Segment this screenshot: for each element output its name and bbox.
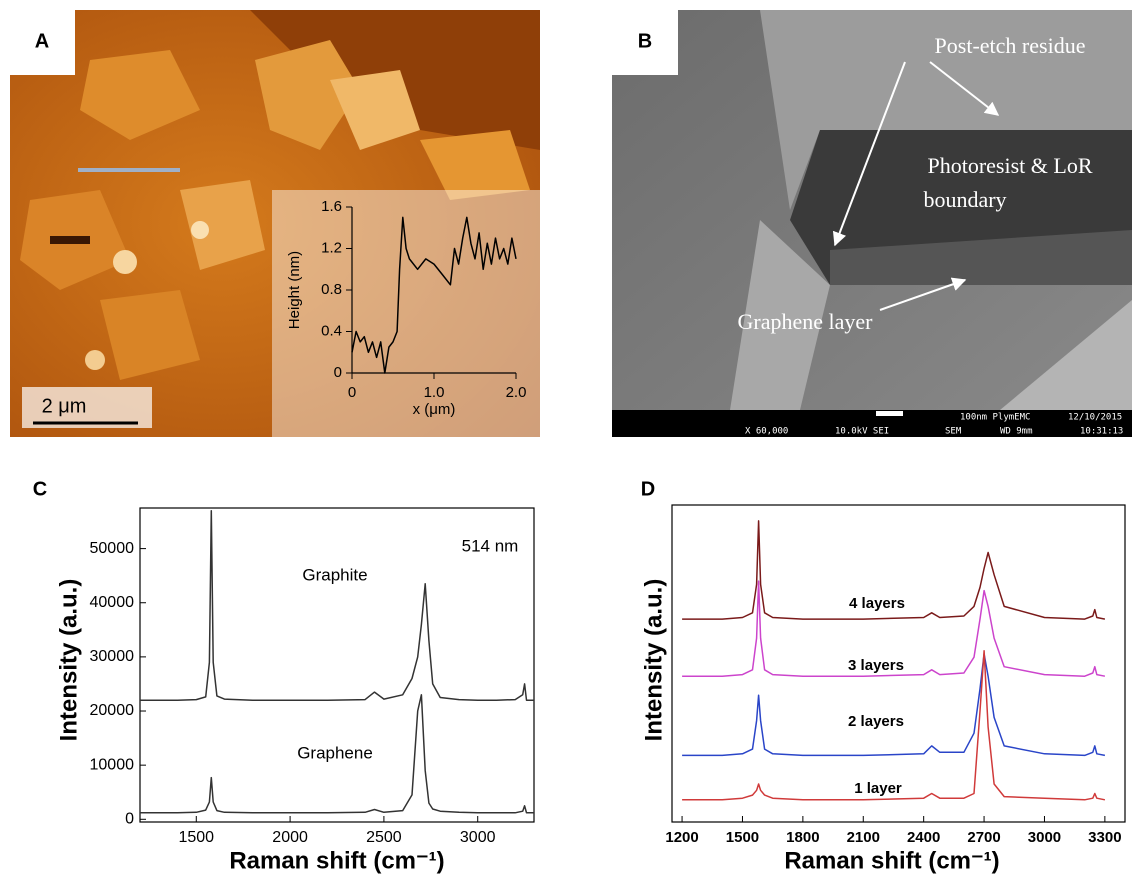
x-tick-label: 2500: [366, 829, 402, 846]
x-tick-label: 0: [348, 384, 356, 401]
arrow: [879, 277, 967, 311]
series-label: Graphite: [302, 565, 367, 584]
afm-flake: [255, 40, 360, 150]
x-tick-label: 1500: [726, 829, 759, 846]
afm-flake: [180, 180, 265, 270]
panel-label-box: [10, 10, 75, 75]
series-line: [682, 653, 1106, 757]
y-tick-label: 50000: [90, 540, 135, 557]
afm-particle: [85, 350, 105, 370]
annotation: Photoresist & LoR: [927, 153, 1092, 178]
y-tick-label: 0: [334, 364, 342, 381]
series-label: 4 layers: [849, 595, 905, 612]
sem-scale-bar: [876, 411, 903, 416]
y-tick-label: 30000: [90, 648, 135, 665]
plot-frame: [139, 507, 535, 823]
sem-sidewall: [730, 220, 830, 410]
y-tick-label: 0.4: [321, 322, 342, 339]
x-tick-label: 2000: [272, 829, 308, 846]
y-tick-label: 10000: [90, 756, 135, 773]
info-text: SEM: [945, 427, 962, 437]
annotation: Graphene layer: [738, 309, 874, 334]
afm-defect: [50, 236, 90, 244]
y-tick-label: 1.6: [321, 198, 342, 215]
sem-feature: [1000, 300, 1132, 410]
series-line: [682, 520, 1106, 620]
info-text: 10.0kV SEI: [835, 427, 889, 437]
x-tick-label: 2.0: [506, 384, 527, 401]
x-tick-label: 3300: [1088, 829, 1121, 846]
y-axis-title: Intensity (a.u.): [640, 579, 667, 742]
x-tick-label: 2400: [907, 829, 940, 846]
info-text: X 60,000: [745, 427, 788, 437]
series-line: [351, 216, 517, 374]
x-axis-title: Raman shift (cm⁻¹): [784, 847, 999, 874]
series-line: [682, 580, 1106, 677]
y-tick-label: 0.8: [321, 281, 342, 298]
series-line: [682, 650, 1106, 801]
y-axis-title: Intensity (a.u.): [55, 579, 82, 742]
x-tick-label: 3000: [1028, 829, 1061, 846]
panel-label: D: [641, 478, 655, 500]
panel-label-box: [612, 10, 678, 75]
plot-frame: [671, 504, 1126, 823]
x-tick-label: 3000: [460, 829, 496, 846]
sem-image: Post-etch residue Photoresist & LoR boun…: [612, 10, 1132, 437]
afm-image: 2 μm A: [10, 10, 540, 437]
y-axis-title: Height (nm): [286, 251, 303, 329]
series-label: 1 layer: [854, 780, 902, 797]
scale-bar-box: [22, 387, 152, 428]
info-bar: [612, 410, 1132, 437]
x-tick-label: 1800: [786, 829, 819, 846]
afm-particle: [191, 221, 209, 239]
arrow: [929, 61, 1000, 116]
x-tick-label: 1.0: [424, 384, 445, 401]
info-text: WD 9mm: [1000, 427, 1033, 437]
series-label: Graphene: [297, 743, 373, 762]
y-tick-label: 1.2: [321, 239, 342, 256]
series-line: [140, 509, 534, 701]
sem-granular-layer: [830, 230, 1132, 285]
scale-bar-label: 2 μm: [42, 395, 87, 417]
afm-flake: [420, 130, 530, 200]
x-tick-label: 2700: [967, 829, 1000, 846]
x-axis-title: Raman shift (cm⁻¹): [229, 847, 444, 874]
info-text: 100nm PlymEMC: [960, 413, 1030, 423]
y-tick-label: 20000: [90, 702, 135, 719]
info-text: 12/10/2015: [1068, 413, 1122, 423]
y-tick-label: 0: [125, 811, 134, 828]
panel-label: A: [35, 30, 49, 52]
x-tick-label: 1200: [665, 829, 698, 846]
x-tick-label: 1500: [178, 829, 214, 846]
panel-label: C: [33, 478, 47, 500]
sem-resist-top: [760, 10, 1132, 210]
afm-flake: [80, 50, 200, 140]
x-axis-title: x (μm): [413, 401, 456, 418]
annotation: Post-etch residue: [935, 33, 1086, 58]
x-tick-label: 2100: [847, 829, 880, 846]
series-label: 3 layers: [848, 657, 904, 674]
inset-background: [272, 190, 540, 437]
afm-flake: [100, 290, 200, 380]
afm-flake: [330, 70, 420, 150]
y-tick-label: 40000: [90, 594, 135, 611]
series-line: [140, 694, 534, 814]
arrow: [832, 61, 906, 247]
panel-label: B: [638, 30, 652, 52]
info-text: 10:31:13: [1080, 427, 1123, 437]
afm-particle: [113, 250, 137, 274]
annotation: boundary: [923, 187, 1006, 212]
annotation: 514 nm: [462, 536, 519, 555]
series-label: 2 layers: [848, 713, 904, 730]
